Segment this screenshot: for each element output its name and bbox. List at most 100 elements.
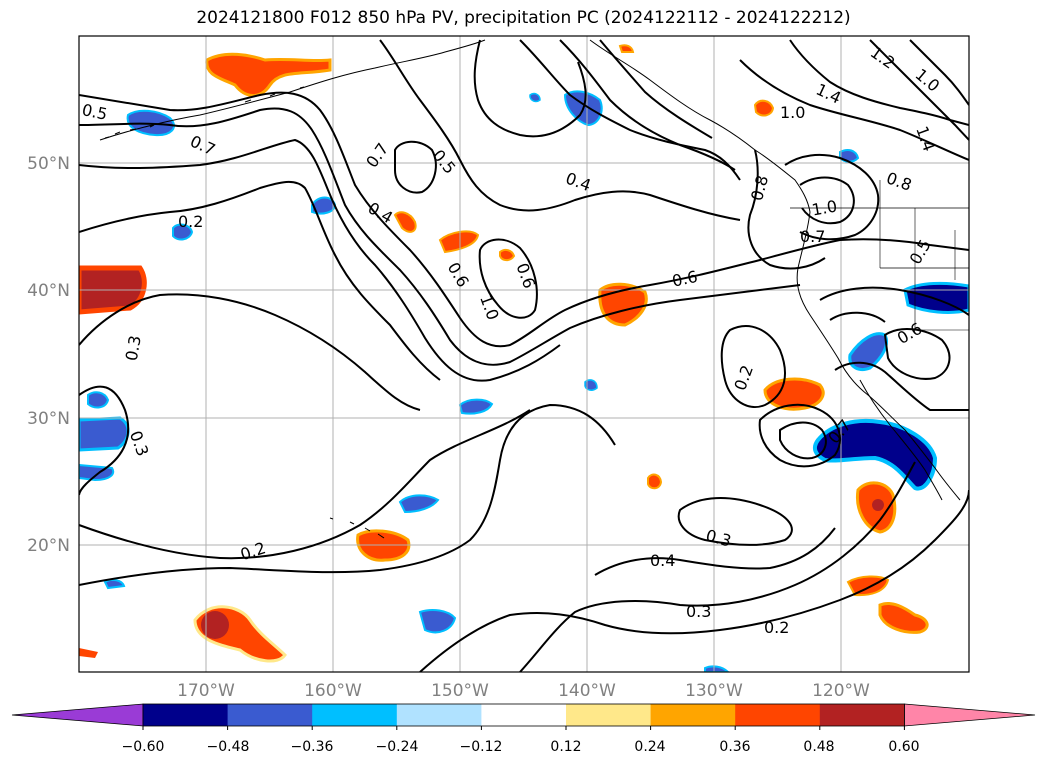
precip-blob: [763, 377, 825, 411]
colorbar-tick-label: 0.12: [550, 739, 581, 755]
contour-label: 0.2: [238, 538, 268, 564]
pv-contour: [789, 39, 969, 126]
precip-blob: [356, 529, 411, 562]
north-america-west-coast: [796, 211, 961, 501]
colorbar-tick-label: −0.12: [460, 739, 503, 755]
contour-label: 0.6: [894, 319, 926, 348]
contour-label: 0.6: [670, 267, 699, 291]
pv-contour: [559, 39, 736, 171]
aleutian-islands: [104, 86, 305, 139]
lon-label: 150°W: [431, 681, 489, 701]
colorbar-segment: [650, 704, 736, 726]
contour-label: 0.2: [764, 618, 789, 637]
alaska-panhandle: [589, 39, 811, 213]
precip-blob: [438, 230, 480, 254]
contour-label: 0.3: [126, 428, 153, 458]
colorbar-frame: [142, 703, 905, 727]
colorbar-segment: [396, 704, 482, 726]
colorbar-tick-label: −0.24: [376, 739, 419, 755]
colorbar-extend-min: [11, 703, 144, 727]
precip-blob: [704, 665, 730, 672]
pv-contour: [779, 421, 827, 460]
contour-label: 0.2: [178, 212, 203, 231]
lat-label: 20°N: [27, 536, 70, 556]
pv-contour: [473, 39, 587, 138]
contour-label: 1.0: [476, 292, 503, 322]
contour-label: 0.3: [686, 602, 711, 621]
pv-contour: [909, 39, 969, 106]
contour-label: 0.7: [800, 227, 825, 246]
colorbar-segment: [819, 704, 905, 726]
pv-contour: [79, 403, 616, 586]
positive-precip-areas: [79, 44, 929, 663]
precip-blob: [79, 648, 98, 658]
precip-blob: [647, 473, 663, 490]
longitude-labels: 170°W 160°W 150°W 140°W 130°W 120°W: [177, 681, 870, 701]
alaska-coast: [99, 39, 486, 141]
precip-blob: [872, 499, 884, 511]
colorbar-ticks: −0.60 −0.48 −0.36 −0.24 −0.12 0.12 0.24 …: [122, 739, 920, 755]
precip-blob: [201, 611, 229, 639]
contour-label: 1.0: [780, 103, 805, 122]
hawaii-islands: [329, 517, 385, 539]
pv-contour: [799, 176, 855, 225]
pv-contour: [720, 325, 786, 408]
precip-blob: [458, 398, 494, 415]
pv-contour: [829, 311, 886, 323]
pv-contours: [79, 39, 969, 672]
precipitation-shading: [79, 44, 969, 672]
graticule: [79, 36, 969, 672]
precip-blob: [172, 223, 194, 241]
colorbar-tick-label: −0.48: [207, 739, 250, 755]
contour-label: 1.0: [810, 196, 838, 219]
contour-label: 0.7: [187, 132, 218, 160]
precip-blob: [618, 44, 635, 53]
contour-label: 0.2: [730, 363, 757, 393]
colorbar-tick-label: 0.24: [634, 739, 665, 755]
pv-contour: [594, 527, 836, 576]
pv-contour: [519, 461, 916, 672]
colorbar-extend-max: [904, 703, 1036, 727]
lon-label: 120°W: [812, 681, 870, 701]
contour-label: 0.7: [362, 139, 392, 171]
pv-contour: [379, 39, 741, 221]
pv-contour: [883, 328, 951, 380]
contour-label: 0.4: [650, 551, 675, 570]
pv-contour: [747, 149, 826, 270]
pv-contour: [79, 293, 421, 411]
lon-label: 130°W: [685, 681, 743, 701]
contour-label: 0.8: [747, 173, 772, 203]
pv-contour: [419, 489, 969, 672]
precip-blob: [753, 99, 775, 117]
contour-label: 0.5: [906, 236, 935, 268]
pv-contour: [79, 107, 801, 366]
precip-blob: [79, 416, 130, 452]
lat-label: 50°N: [27, 154, 70, 174]
colorbar-segment: [143, 704, 229, 726]
pv-contour: [677, 497, 793, 546]
contour-label: 0.3: [704, 526, 734, 551]
contour-label: 1.4: [813, 80, 844, 108]
lon-label: 170°W: [177, 681, 235, 701]
precip-blob: [846, 575, 890, 597]
colorbar-segment: [481, 704, 567, 726]
precip-blob: [398, 494, 440, 514]
pv-contour: [519, 39, 741, 181]
coastlines: [99, 39, 969, 539]
contour-label: 0.5: [80, 100, 109, 124]
contour-label: 0.6: [444, 259, 473, 291]
latitude-labels: 50°N 40°N 30°N 20°N: [27, 154, 70, 556]
map-title: 2024121800 F012 850 hPa PV, precipitatio…: [196, 8, 851, 28]
pv-contour: [869, 39, 969, 141]
precip-blob: [87, 391, 110, 409]
precip-blob: [418, 609, 457, 634]
pv-contour: [784, 153, 880, 241]
lat-label: 30°N: [27, 409, 70, 429]
pv-contour: [478, 238, 538, 319]
contour-label: 0.3: [122, 334, 145, 362]
precip-blob: [584, 379, 598, 391]
colorbar: −0.60 −0.48 −0.36 −0.24 −0.12 0.12 0.24 …: [11, 703, 1036, 755]
colorbar-segment: [312, 704, 398, 726]
precip-blob: [848, 332, 888, 371]
